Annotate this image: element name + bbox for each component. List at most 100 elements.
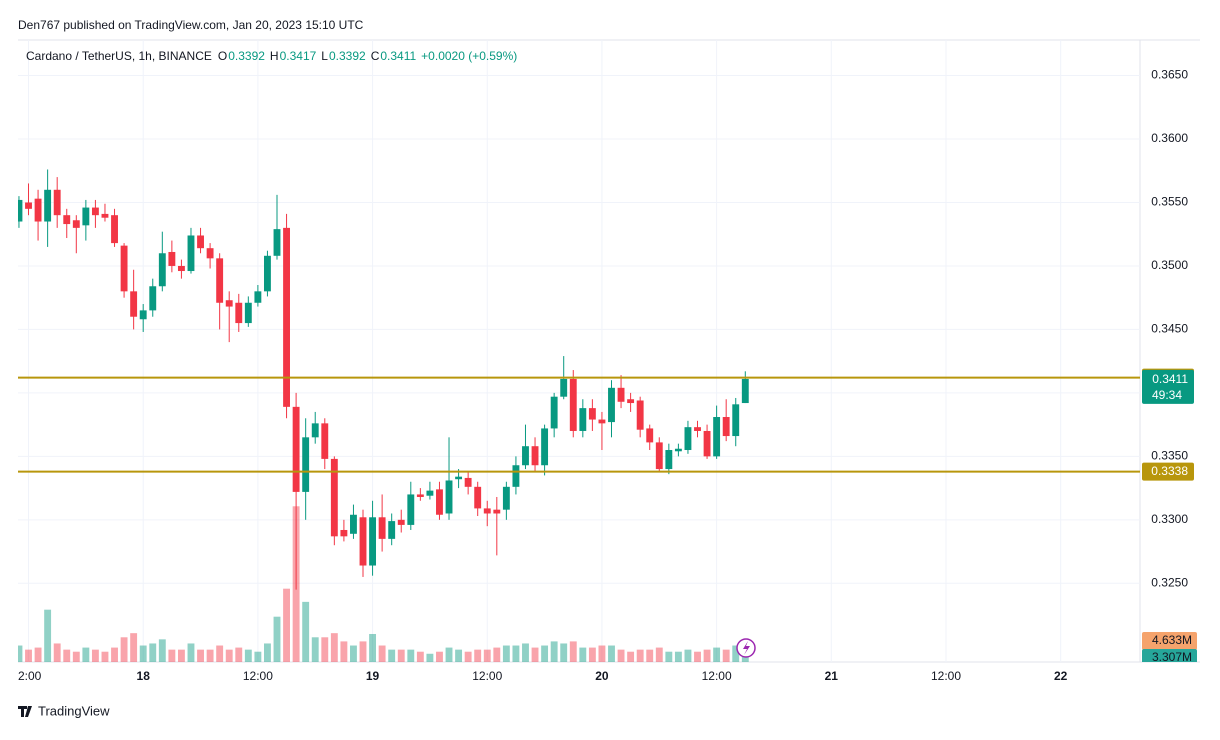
legend-value: 0.3417 — [280, 49, 317, 63]
y-tick-label: 0.3450 — [1151, 322, 1188, 336]
last-price-box — [1142, 369, 1194, 404]
y-tick-label: 0.3600 — [1151, 131, 1188, 145]
candle-body — [302, 437, 310, 492]
volume-bar — [158, 639, 166, 662]
volume-bar — [177, 649, 185, 662]
volume-bar — [53, 643, 61, 662]
volume-bar — [168, 649, 176, 662]
x-tick-label: 19 — [366, 669, 380, 683]
candle-body — [340, 529, 348, 537]
candle-body — [216, 258, 224, 303]
candle-body — [588, 408, 596, 420]
candle-body — [139, 310, 147, 320]
volume-bar — [254, 651, 262, 662]
volume-bar — [120, 637, 128, 662]
grid — [18, 40, 1140, 662]
candle-body — [91, 207, 99, 216]
candle-body — [388, 521, 396, 539]
logo-mark — [18, 706, 32, 717]
candle-body — [617, 387, 625, 402]
candle-body — [197, 235, 204, 249]
level-label: 0.3338 — [1151, 464, 1188, 478]
candle-body — [292, 406, 300, 492]
candle-body — [149, 286, 157, 311]
volume-bar — [82, 647, 90, 662]
countdown: 49:34 — [1152, 388, 1182, 402]
volume-bar — [694, 651, 701, 662]
volume-bar — [665, 651, 673, 662]
volume-bar — [91, 649, 99, 662]
volume-bar — [330, 633, 338, 662]
candle-body — [646, 428, 654, 443]
candle-body — [426, 490, 434, 496]
legend-value: 0.3392 — [329, 49, 366, 63]
candle-body — [407, 494, 415, 525]
candle-body — [512, 465, 520, 487]
candle-body — [665, 450, 673, 470]
legend-symbol: Cardano / TetherUS, 1h, BINANCE — [26, 49, 212, 63]
icon-bolt — [743, 641, 750, 655]
volume-bar — [512, 645, 520, 662]
volume-bar — [397, 649, 405, 662]
volume-bar — [101, 651, 109, 662]
candle-body — [445, 480, 453, 514]
volume-label-group: 4.633M — [1142, 632, 1197, 650]
replay-icon[interactable] — [736, 638, 756, 658]
volume-bar — [483, 649, 491, 662]
volume-bar — [197, 649, 204, 662]
volume-bar — [378, 645, 386, 662]
candle-body — [283, 227, 290, 407]
candle-body — [684, 427, 692, 451]
volume-bar — [18, 645, 23, 662]
candle-body — [273, 229, 281, 256]
volume-bar — [646, 649, 654, 662]
volume-bar — [608, 645, 615, 662]
volume-bar — [139, 645, 147, 662]
candle-body — [655, 442, 663, 470]
candle-body — [378, 517, 386, 539]
level-label-box — [1142, 462, 1194, 481]
volume-bar — [464, 651, 472, 662]
candle-body — [82, 207, 90, 226]
candle-body — [502, 486, 510, 510]
candle-body — [560, 378, 568, 397]
volume-bar — [531, 647, 539, 662]
candle-body — [330, 458, 338, 537]
x-tick-label: 20 — [595, 669, 609, 683]
candle-body — [25, 202, 32, 209]
volume-bar — [588, 647, 596, 662]
x-tick-label: 12:00 — [931, 669, 961, 683]
volume-label: 3.307M — [1152, 650, 1192, 664]
volume-bar — [598, 645, 606, 662]
volume-bar — [302, 601, 310, 662]
candle-body — [120, 245, 128, 292]
volume-bar — [522, 643, 529, 662]
price-pane — [18, 169, 1140, 590]
volume-bar — [225, 649, 233, 662]
y-tick-label: 0.3550 — [1151, 195, 1188, 209]
volume-bar — [206, 649, 214, 662]
candle-body — [732, 404, 740, 437]
candle-body — [254, 291, 262, 303]
volume-bar — [684, 649, 692, 662]
candle-body — [455, 476, 463, 480]
x-tick-label: 22 — [1054, 669, 1068, 683]
candle-body — [72, 220, 80, 228]
candle-body — [177, 265, 185, 272]
candle-body — [436, 489, 443, 515]
candle-body — [531, 446, 539, 466]
volume-bar — [359, 641, 367, 662]
legend-value: 0.3411 — [380, 49, 416, 63]
x-tick-label: 18 — [137, 669, 151, 683]
volume-bar — [436, 651, 443, 662]
volume-bar — [502, 645, 510, 662]
footer-logo: TradingView — [18, 703, 110, 718]
volume-bar — [713, 647, 721, 662]
candle-body — [263, 255, 271, 292]
candle-body — [18, 199, 23, 222]
candle-body — [493, 509, 501, 514]
x-tick-label: 2:00 — [18, 669, 42, 683]
candle-body — [130, 291, 138, 317]
candle-body — [158, 253, 166, 287]
